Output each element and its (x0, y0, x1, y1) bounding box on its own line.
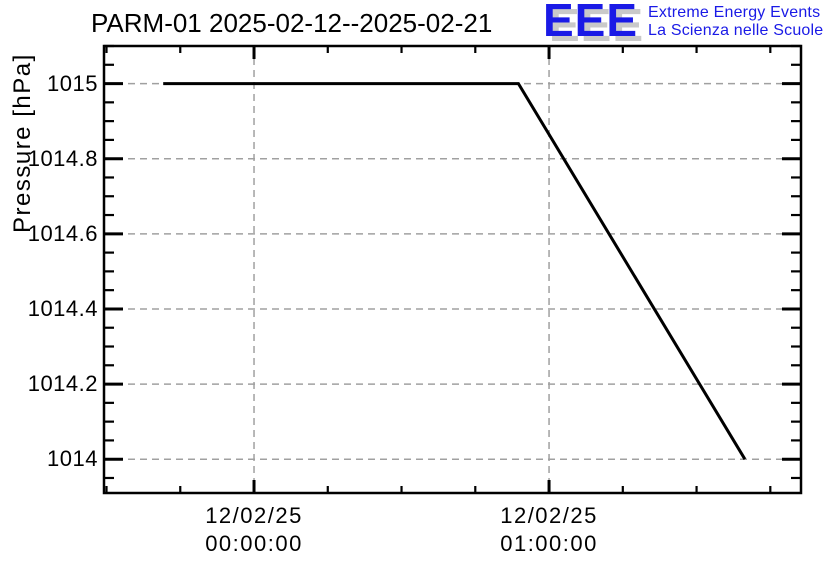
y-tick-label: 1014.2 (27, 371, 98, 397)
eee-logo-text: Extreme Energy Events La Scienza nelle S… (648, 4, 823, 40)
grid-lines (104, 46, 801, 493)
eee-logo-line1: Extreme Energy Events (648, 4, 821, 21)
chart-title: PARM-01 2025-02-12--2025-02-21 (91, 8, 493, 38)
x-tick-label-line: 00:00:00 (205, 531, 303, 556)
eee-logo-line2: La Scienza nelle Scuole (648, 22, 824, 39)
x-tick-label-line: 01:00:00 (500, 531, 598, 556)
y-tick-label: 1015 (47, 70, 98, 96)
y-tick-label: 1014.6 (27, 220, 98, 246)
x-tick-label-line: 12/02/25 (500, 503, 598, 528)
x-tick-label-line: 12/02/25 (205, 503, 303, 528)
y-tick-label: 1014.8 (27, 145, 98, 171)
x-tick-label: 12/02/25 00:00:00 (205, 502, 303, 558)
eee-logo-acronym: EEE (543, 0, 639, 46)
data-line (163, 82, 747, 460)
y-tick-label: 1014.4 (27, 295, 98, 321)
eee-logo[interactable]: EEE Extreme Energy Events La Scienza nel… (541, 0, 836, 46)
x-tick-label: 12/02/25 01:00:00 (500, 502, 598, 558)
axis-ticks (104, 44, 801, 493)
plot-frame (102, 44, 803, 495)
y-tick-label: 1014 (47, 446, 98, 472)
